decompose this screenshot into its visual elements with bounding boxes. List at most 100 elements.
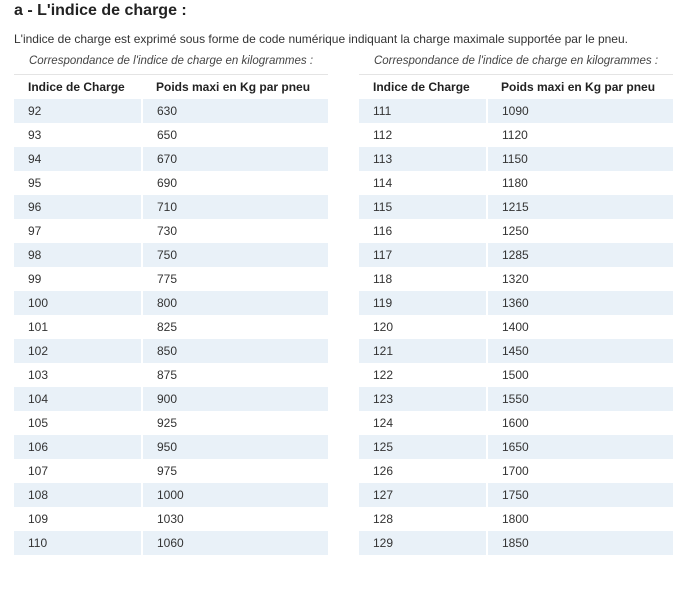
load-index-cell: 100 — [14, 291, 143, 315]
load-index-cell: 112 — [359, 123, 488, 147]
max-weight-cell: 1285 — [487, 243, 673, 267]
max-weight-cell: 1800 — [487, 507, 673, 531]
table-row: 114 1180 — [359, 171, 673, 195]
max-weight-cell: 1090 — [487, 99, 673, 123]
load-index-cell: 106 — [14, 435, 143, 459]
max-weight-cell: 950 — [142, 435, 328, 459]
load-index-cell: 128 — [359, 507, 488, 531]
table-row: 122 1500 — [359, 363, 673, 387]
load-index-cell: 109 — [14, 507, 143, 531]
table-row: 126 1700 — [359, 459, 673, 483]
load-index-cell: 126 — [359, 459, 488, 483]
load-index-cell: 123 — [359, 387, 488, 411]
load-index-cell: 96 — [14, 195, 143, 219]
table-row: 108 1000 — [14, 483, 328, 507]
load-index-cell: 129 — [359, 531, 488, 555]
max-weight-cell: 1030 — [142, 507, 328, 531]
load-index-cell: 119 — [359, 291, 488, 315]
load-index-cell: 107 — [14, 459, 143, 483]
load-index-cell: 115 — [359, 195, 488, 219]
table-row: 96 710 — [14, 195, 328, 219]
table-row: 117 1285 — [359, 243, 673, 267]
table-row: 105 925 — [14, 411, 328, 435]
max-weight-cell: 1060 — [142, 531, 328, 555]
load-index-table: Indice de Charge Poids maxi en Kg par pn… — [14, 74, 328, 555]
load-index-cell: 124 — [359, 411, 488, 435]
table-row: 123 1550 — [359, 387, 673, 411]
table-row: 106 950 — [14, 435, 328, 459]
table-row: 94 670 — [14, 147, 328, 171]
max-weight-cell: 1700 — [487, 459, 673, 483]
column-header-max-weight: Poids maxi en Kg par pneu — [487, 74, 673, 99]
load-index-cell: 116 — [359, 219, 488, 243]
max-weight-cell: 1450 — [487, 339, 673, 363]
max-weight-cell: 1250 — [487, 219, 673, 243]
table-row: 119 1360 — [359, 291, 673, 315]
table-row: 121 1450 — [359, 339, 673, 363]
load-index-cell: 98 — [14, 243, 143, 267]
load-index-cell: 104 — [14, 387, 143, 411]
table-row: 129 1850 — [359, 531, 673, 555]
table-row: 109 1030 — [14, 507, 328, 531]
table-row: 127 1750 — [359, 483, 673, 507]
max-weight-cell: 1360 — [487, 291, 673, 315]
table-row: 92 630 — [14, 99, 328, 123]
load-index-cell: 93 — [14, 123, 143, 147]
table-caption: Correspondance de l'indice de charge en … — [373, 55, 659, 67]
table-row: 101 825 — [14, 315, 328, 339]
column-header-load-index: Indice de Charge — [14, 74, 142, 99]
max-weight-cell: 1400 — [487, 315, 673, 339]
load-index-cell: 102 — [14, 339, 143, 363]
table-row: 116 1250 — [359, 219, 673, 243]
column-header-load-index: Indice de Charge — [359, 74, 487, 99]
table-row: 97 730 — [14, 219, 328, 243]
load-index-cell: 113 — [359, 147, 488, 171]
max-weight-cell: 1320 — [487, 267, 673, 291]
table-row: 104 900 — [14, 387, 328, 411]
max-weight-cell: 710 — [142, 195, 328, 219]
max-weight-cell: 1180 — [487, 171, 673, 195]
table-row: 113 1150 — [359, 147, 673, 171]
table-header-row: Indice de Charge Poids maxi en Kg par pn… — [14, 74, 328, 99]
max-weight-cell: 1550 — [487, 387, 673, 411]
max-weight-cell: 1150 — [487, 147, 673, 171]
max-weight-cell: 775 — [142, 267, 328, 291]
table-row: 110 1060 — [14, 531, 328, 555]
table-row: 107 975 — [14, 459, 328, 483]
max-weight-cell: 650 — [142, 123, 328, 147]
max-weight-cell: 630 — [142, 99, 328, 123]
load-index-cell: 99 — [14, 267, 143, 291]
table-row: 120 1400 — [359, 315, 673, 339]
load-index-cell: 92 — [14, 99, 143, 123]
table-row: 99 775 — [14, 267, 328, 291]
max-weight-cell: 690 — [142, 171, 328, 195]
load-index-cell: 125 — [359, 435, 488, 459]
max-weight-cell: 1215 — [487, 195, 673, 219]
max-weight-cell: 1750 — [487, 483, 673, 507]
max-weight-cell: 1000 — [142, 483, 328, 507]
load-index-cell: 118 — [359, 267, 488, 291]
max-weight-cell: 975 — [142, 459, 328, 483]
load-index-cell: 103 — [14, 363, 143, 387]
max-weight-cell: 800 — [142, 291, 328, 315]
load-index-table-right: Correspondance de l'indice de charge en … — [359, 52, 673, 555]
max-weight-cell: 1850 — [487, 531, 673, 555]
max-weight-cell: 1500 — [487, 363, 673, 387]
table-row: 98 750 — [14, 243, 328, 267]
load-index-cell: 94 — [14, 147, 143, 171]
load-index-table-left: Correspondance de l'indice de charge en … — [14, 52, 328, 555]
load-index-cell: 127 — [359, 483, 488, 507]
table-row: 95 690 — [14, 171, 328, 195]
load-index-cell: 121 — [359, 339, 488, 363]
load-index-cell: 120 — [359, 315, 488, 339]
load-index-cell: 114 — [359, 171, 488, 195]
load-index-table: Indice de Charge Poids maxi en Kg par pn… — [359, 74, 673, 555]
max-weight-cell: 1120 — [487, 123, 673, 147]
max-weight-cell: 825 — [142, 315, 328, 339]
table-row: 125 1650 — [359, 435, 673, 459]
max-weight-cell: 900 — [142, 387, 328, 411]
table-row: 93 650 — [14, 123, 328, 147]
table-body: 92 630 93 650 94 670 95 690 96 710 97 730 98 750 99 775… — [14, 99, 328, 555]
table-row: 100 800 — [14, 291, 328, 315]
